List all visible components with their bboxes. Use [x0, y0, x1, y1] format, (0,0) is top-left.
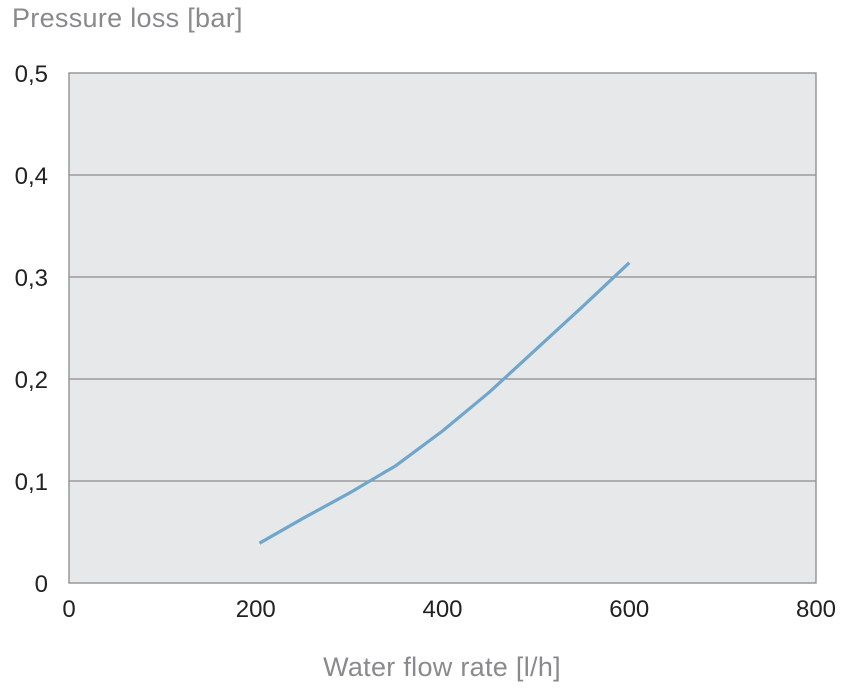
x-tick-label: 0 [62, 596, 75, 623]
plot-area [68, 72, 817, 584]
series-group [258, 261, 631, 545]
x-tick-label: 200 [236, 596, 276, 623]
y-tick-label: 0,5 [15, 61, 48, 88]
y-tick-label: 0,4 [15, 163, 48, 190]
x-tick-labels: 0 200 400 600 800 [62, 596, 836, 623]
y-tick-label: 0 [35, 571, 48, 598]
y-axis-title: Pressure loss [bar] [12, 3, 243, 33]
x-tick-label: 800 [796, 596, 836, 623]
gridlines [69, 174, 816, 482]
x-tick-label: 400 [422, 596, 462, 623]
y-tick-labels: 0 0,1 0,2 0,3 0,4 0,5 [15, 61, 48, 598]
y-tick-label: 0,2 [15, 367, 48, 394]
y-tick-label: 0,3 [15, 265, 48, 292]
x-tick-label: 600 [609, 596, 649, 623]
y-tick-label: 0,1 [15, 469, 48, 496]
series-line-0 [258, 261, 631, 545]
x-axis-title: Water flow rate [l/h] [323, 652, 561, 682]
